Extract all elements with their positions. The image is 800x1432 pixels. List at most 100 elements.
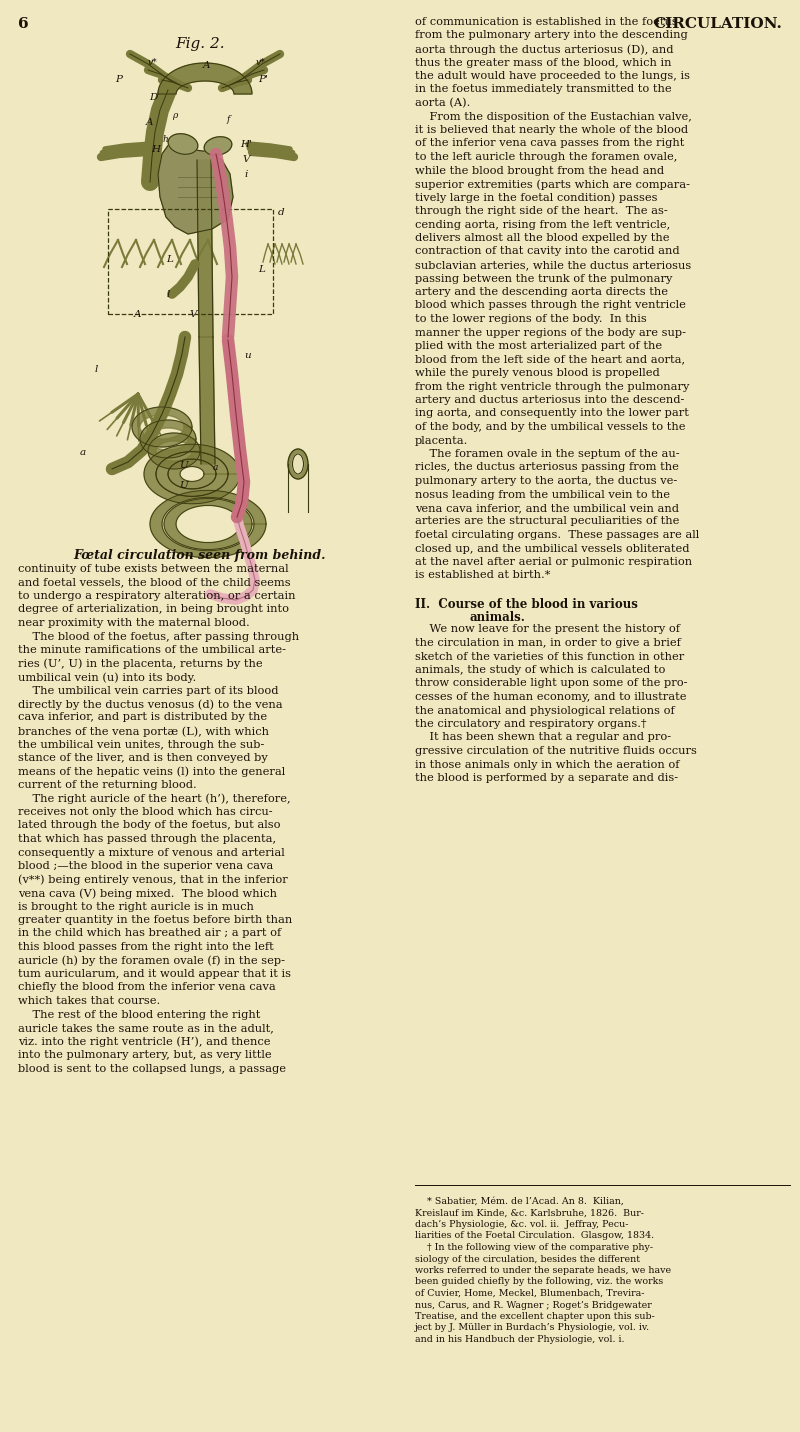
Text: A: A <box>134 309 142 319</box>
Polygon shape <box>197 160 213 337</box>
Text: v*: v* <box>147 59 157 67</box>
Text: L: L <box>258 265 265 274</box>
Ellipse shape <box>204 136 232 155</box>
Text: chiefly the blood from the inferior vena cava: chiefly the blood from the inferior vena… <box>18 982 276 992</box>
Text: auricle takes the same route as in the adult,: auricle takes the same route as in the a… <box>18 1022 274 1032</box>
Ellipse shape <box>293 454 303 474</box>
Text: consequently a mixture of venous and arterial: consequently a mixture of venous and art… <box>18 848 285 858</box>
Text: vena cava inferior, and the umbilical vein and: vena cava inferior, and the umbilical ve… <box>415 503 679 513</box>
Text: the adult would have proceeded to the lungs, is: the adult would have proceeded to the lu… <box>415 72 690 82</box>
Text: the umbilical vein unites, through the sub-: the umbilical vein unites, through the s… <box>18 739 264 749</box>
Polygon shape <box>158 63 252 95</box>
Text: l: l <box>94 365 98 374</box>
Text: A: A <box>146 117 153 127</box>
Text: liarities of the Foetal Circulation.  Glasgow, 1834.: liarities of the Foetal Circulation. Gla… <box>415 1232 654 1240</box>
Text: ρ: ρ <box>172 112 178 120</box>
Text: * Sabatier, Mém. de l’Acad. An 8.  Kilian,: * Sabatier, Mém. de l’Acad. An 8. Kilian… <box>415 1197 624 1206</box>
Text: Treatise, and the excellent chapter upon this sub-: Treatise, and the excellent chapter upon… <box>415 1312 655 1320</box>
Text: the minute ramifications of the umbilical arte-: the minute ramifications of the umbilica… <box>18 644 286 654</box>
Text: plied with the most arterialized part of the: plied with the most arterialized part of… <box>415 341 662 351</box>
Text: P': P' <box>258 74 268 84</box>
Polygon shape <box>164 498 252 550</box>
Text: animals.: animals. <box>470 611 526 624</box>
Text: degree of arterialization, in being brought into: degree of arterialization, in being brou… <box>18 604 289 614</box>
Text: aorta through the ductus arteriosus (D), and: aorta through the ductus arteriosus (D),… <box>415 44 674 54</box>
Text: in the foetus immediately transmitted to the: in the foetus immediately transmitted to… <box>415 84 672 95</box>
Text: the circulatory and respiratory organs.†: the circulatory and respiratory organs.† <box>415 719 646 729</box>
Text: The foramen ovale in the septum of the au-: The foramen ovale in the septum of the a… <box>415 450 680 460</box>
Ellipse shape <box>168 133 198 155</box>
Text: A: A <box>203 62 210 70</box>
Text: blood ;—the blood in the superior vena cava: blood ;—the blood in the superior vena c… <box>18 861 274 871</box>
Text: been guided chiefly by the following, viz. the works: been guided chiefly by the following, vi… <box>415 1277 663 1286</box>
Text: CIRCULATION.: CIRCULATION. <box>653 17 782 32</box>
Text: branches of the vena portæ (L), with which: branches of the vena portæ (L), with whi… <box>18 726 269 736</box>
Text: U: U <box>178 481 187 490</box>
Text: in the child which has breathed air ; a part of: in the child which has breathed air ; a … <box>18 928 282 938</box>
Polygon shape <box>148 432 200 470</box>
Text: Kreislauf im Kinde, &c. Karlsbruhe, 1826.  Bur-: Kreislauf im Kinde, &c. Karlsbruhe, 1826… <box>415 1209 644 1217</box>
Text: of Cuvier, Home, Meckel, Blumenbach, Trevira-: of Cuvier, Home, Meckel, Blumenbach, Tre… <box>415 1289 645 1297</box>
Text: in those animals only in which the aeration of: in those animals only in which the aerat… <box>415 759 679 769</box>
Text: this blood passes from the right into the left: this blood passes from the right into th… <box>18 942 274 952</box>
Text: The umbilical vein carries part of its blood: The umbilical vein carries part of its b… <box>18 686 278 696</box>
Text: delivers almost all the blood expelled by the: delivers almost all the blood expelled b… <box>415 233 670 243</box>
Text: siology of the circulation, besides the different: siology of the circulation, besides the … <box>415 1254 640 1263</box>
Text: the blood is performed by a separate and dis-: the blood is performed by a separate and… <box>415 773 678 783</box>
Text: nus, Carus, and R. Wagner ; Roget’s Bridgewater: nus, Carus, and R. Wagner ; Roget’s Brid… <box>415 1300 652 1309</box>
Text: gressive circulation of the nutritive fluids occurs: gressive circulation of the nutritive fl… <box>415 746 697 756</box>
Polygon shape <box>199 337 215 464</box>
Text: aorta (A).: aorta (A). <box>415 97 470 109</box>
Text: ries (U’, U) in the placenta, returns by the: ries (U’, U) in the placenta, returns by… <box>18 659 262 669</box>
Text: lated through the body of the foetus, but also: lated through the body of the foetus, bu… <box>18 821 281 831</box>
Text: sketch of the varieties of this function in other: sketch of the varieties of this function… <box>415 652 684 662</box>
Text: tum auricularum, and it would appear that it is: tum auricularum, and it would appear tha… <box>18 969 291 979</box>
Text: stance of the liver, and is then conveyed by: stance of the liver, and is then conveye… <box>18 753 268 763</box>
Text: artery and ductus arteriosus into the descend-: artery and ductus arteriosus into the de… <box>415 395 684 405</box>
Text: directly by the ductus venosus (d) to the vena: directly by the ductus venosus (d) to th… <box>18 699 282 710</box>
Text: a: a <box>212 463 218 473</box>
Text: The blood of the foetus, after passing through: The blood of the foetus, after passing t… <box>18 632 299 642</box>
Text: u: u <box>244 351 250 359</box>
Text: means of the hepatic veins (l) into the general: means of the hepatic veins (l) into the … <box>18 766 286 778</box>
Text: auricle (h) by the foramen ovale (f) in the sep-: auricle (h) by the foramen ovale (f) in … <box>18 955 285 967</box>
Polygon shape <box>150 490 266 557</box>
Text: current of the returning blood.: current of the returning blood. <box>18 780 197 790</box>
Text: greater quantity in the foetus before birth than: greater quantity in the foetus before bi… <box>18 915 292 925</box>
Text: viz. into the right ventricle (H’), and thence: viz. into the right ventricle (H’), and … <box>18 1037 270 1047</box>
Polygon shape <box>132 407 192 447</box>
Text: (v**) being entirely venous, that in the inferior: (v**) being entirely venous, that in the… <box>18 875 288 885</box>
Text: H': H' <box>240 140 252 149</box>
Text: cending aorta, rising from the left ventricle,: cending aorta, rising from the left vent… <box>415 219 670 229</box>
Text: to the left auricle through the foramen ovale,: to the left auricle through the foramen … <box>415 152 678 162</box>
Text: it is believed that nearly the whole of the blood: it is believed that nearly the whole of … <box>415 125 688 135</box>
Text: V: V <box>190 309 197 319</box>
Text: at the navel after aerial or pulmonic respiration: at the navel after aerial or pulmonic re… <box>415 557 692 567</box>
Text: U: U <box>178 461 187 470</box>
Text: superior extremities (parts which are compara-: superior extremities (parts which are co… <box>415 179 690 189</box>
Text: placenta.: placenta. <box>415 435 468 445</box>
Text: receives not only the blood which has circu-: receives not only the blood which has ci… <box>18 808 273 818</box>
Text: foetal circulating organs.  These passages are all: foetal circulating organs. These passage… <box>415 530 699 540</box>
Text: II.  Course of the blood in various: II. Course of the blood in various <box>415 597 638 610</box>
Text: It has been shewn that a regular and pro-: It has been shewn that a regular and pro… <box>415 733 671 743</box>
Text: into the pulmonary artery, but, as very little: into the pulmonary artery, but, as very … <box>18 1050 272 1060</box>
Text: animals, the study of which is calculated to: animals, the study of which is calculate… <box>415 664 666 674</box>
Text: artery and the descending aorta directs the: artery and the descending aorta directs … <box>415 286 668 296</box>
Text: v*: v* <box>255 59 265 67</box>
Text: nosus leading from the umbilical vein to the: nosus leading from the umbilical vein to… <box>415 490 670 500</box>
Polygon shape <box>158 140 233 233</box>
Text: thus the greater mass of the blood, which in: thus the greater mass of the blood, whic… <box>415 57 671 67</box>
Text: which takes that course.: which takes that course. <box>18 997 160 1007</box>
Text: of the body, and by the umbilical vessels to the: of the body, and by the umbilical vessel… <box>415 422 686 432</box>
Text: ject by J. Müller in Burdach’s Physiologie, vol. iv.: ject by J. Müller in Burdach’s Physiolog… <box>415 1323 650 1333</box>
Polygon shape <box>144 444 240 504</box>
Text: We now leave for the present the history of: We now leave for the present the history… <box>415 624 680 634</box>
Text: throw considerable light upon some of the pro-: throw considerable light upon some of th… <box>415 679 687 689</box>
Text: blood from the left side of the heart and aorta,: blood from the left side of the heart an… <box>415 355 685 365</box>
Text: From the disposition of the Eustachian valve,: From the disposition of the Eustachian v… <box>415 112 692 122</box>
Text: while the purely venous blood is propelled: while the purely venous blood is propell… <box>415 368 660 378</box>
Text: is brought to the right auricle is in much: is brought to the right auricle is in mu… <box>18 902 254 912</box>
Text: 6: 6 <box>18 17 29 32</box>
Text: is established at birth.*: is established at birth.* <box>415 570 550 580</box>
